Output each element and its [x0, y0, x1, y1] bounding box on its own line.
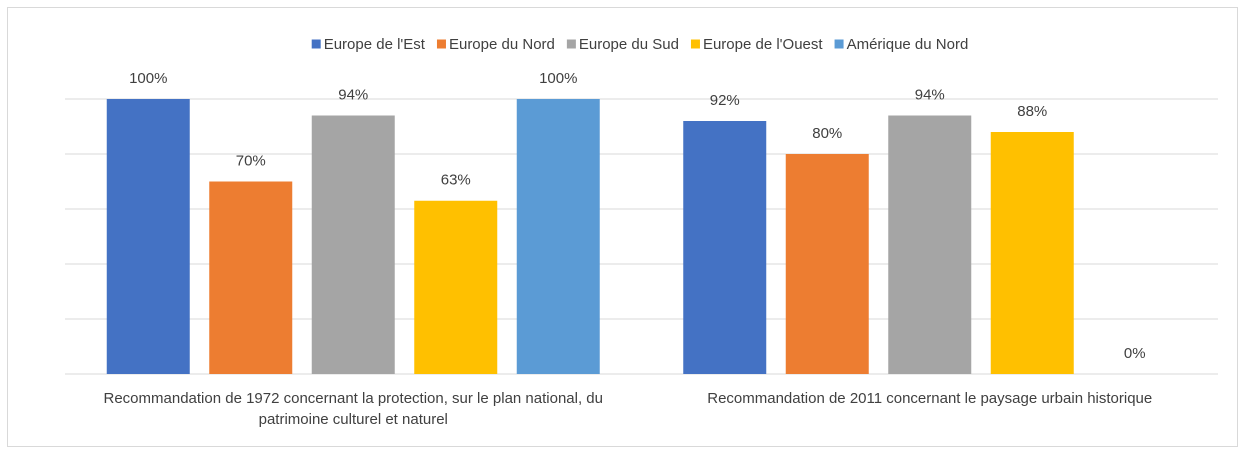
bar — [785, 154, 869, 374]
data-label: 100% — [539, 70, 577, 87]
bar — [311, 115, 395, 374]
legend-label: Europe du Sud — [579, 36, 679, 53]
bar — [209, 181, 293, 374]
legend-swatch — [566, 39, 576, 49]
data-label: 94% — [915, 86, 945, 103]
bar — [516, 99, 600, 374]
legend-swatch — [690, 39, 700, 49]
data-label: 94% — [338, 86, 368, 103]
x-tick-label: Recommandation de 1972 concernant la pro… — [103, 390, 604, 428]
bar — [683, 121, 767, 374]
legend-label: Amérique du Nord — [847, 36, 969, 53]
data-label: 88% — [1017, 103, 1047, 120]
data-label: 100% — [129, 70, 167, 87]
bar — [990, 132, 1074, 374]
data-label: 70% — [236, 152, 266, 169]
legend-label: Europe de l'Est — [324, 36, 426, 53]
data-label: 63% — [441, 172, 471, 189]
legend-swatch — [834, 39, 844, 49]
bar — [888, 115, 972, 374]
data-label: 80% — [812, 125, 842, 142]
bar — [414, 200, 498, 374]
data-label: 0% — [1124, 345, 1146, 362]
legend-label: Europe du Nord — [449, 36, 555, 53]
data-label: 92% — [710, 92, 740, 109]
legend-swatch — [311, 39, 321, 49]
legend-swatch — [436, 39, 446, 49]
legend-label: Europe de l'Ouest — [703, 36, 823, 53]
bar — [106, 99, 190, 374]
x-tick-label: Recommandation de 2011 concernant le pay… — [707, 390, 1153, 407]
